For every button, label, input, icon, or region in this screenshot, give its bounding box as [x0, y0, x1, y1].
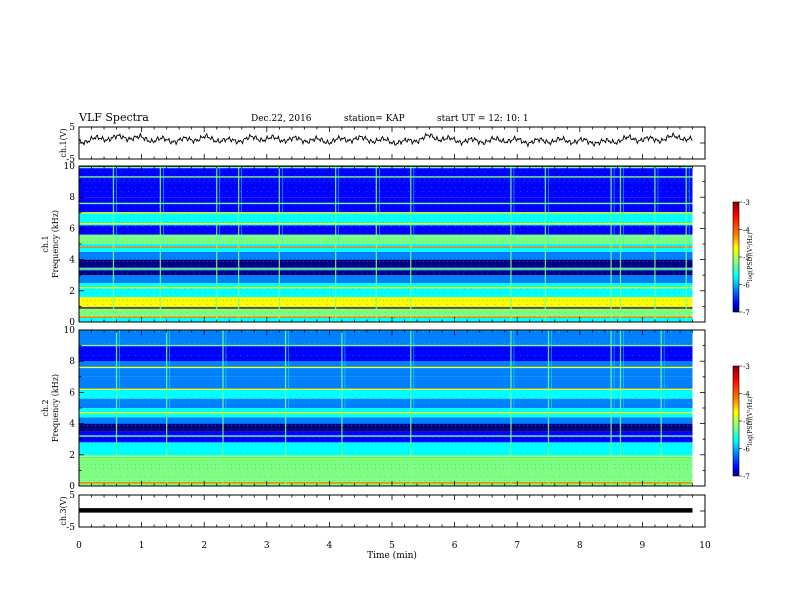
ch3-waveform-ytick-label--5: -5 [66, 523, 75, 533]
ch2-spectrogram-cbar-label--5: -5 [743, 418, 750, 426]
ch2-spectrogram-cbar-label--3: -3 [743, 363, 750, 371]
ch1-spectrogram-ytick-label-4: 4 [69, 256, 75, 266]
xtick-label-5: 5 [389, 541, 395, 551]
xtick-label-2: 2 [201, 541, 207, 551]
ch2-spectrogram-cbar-label--7: -7 [743, 473, 750, 481]
ch3-waveform-panel: 5 -5ch.3(V) 0 1 2 3 4 5 6 7 8 9 10 Time (min) [59, 491, 711, 561]
ch1-spectrogram-cbar-title: log(PSD)(V²/Hz) [747, 233, 754, 282]
ch1-spectrogram-ylabel-channel: ch.1 [41, 235, 50, 252]
xtick-label-6: 6 [452, 541, 458, 551]
ch2-spectrogram-ytick-label-4: 4 [69, 420, 75, 430]
ch1-spectrogram-band-14 [79, 181, 693, 198]
ch1-waveform-trace [78, 131, 693, 148]
xtick-label-9: 9 [640, 541, 646, 551]
ch3-waveform-ylabel: ch.3(V) [59, 496, 68, 525]
ch1-waveform-panel: 5 -5ch.1(V) [59, 123, 706, 165]
ch1-spectrogram-ytick-label-10: 10 [64, 162, 76, 172]
xtick-label-8: 8 [577, 541, 583, 551]
ch1-spectrogram-band-12 [79, 212, 693, 226]
ch1-waveform-ytick-label--5: -5 [66, 155, 75, 165]
ch1-spectrogram-cbar-label--5: -5 [743, 254, 750, 262]
ch1-spectrogram-band-10 [79, 234, 693, 244]
xtick-label-3: 3 [264, 541, 270, 551]
ch1-spectrogram-band-3 [79, 283, 693, 298]
ch2-spectrogram-ytick-label-2: 2 [69, 451, 75, 461]
xtick-label-1: 1 [139, 541, 145, 551]
ch2-spectrogram-band-11 [79, 361, 693, 377]
ch2-spectrogram-band-6 [79, 417, 693, 424]
ch1-spectrogram-band-11 [79, 225, 693, 235]
xtick-label-0: 0 [76, 541, 82, 551]
ch2-spectrogram-ytick-label-0: 0 [69, 482, 75, 492]
ch1-spectrogram-band-9 [79, 244, 693, 252]
ch1-spectrogram-ytick-label-0: 0 [69, 318, 75, 328]
ch1-spectrogram-cbar-label--7: -7 [743, 309, 750, 317]
ch2-spectrogram-cbar-title: log(PSD)(V²/Hz) [747, 397, 754, 446]
start-time-label: start UT = 12: 10: 1 [437, 114, 529, 124]
ch1-spectrogram-band-2 [79, 297, 693, 307]
ch1-waveform-ytick-label-5: 5 [69, 123, 75, 133]
ch1-spectrogram-panel: 0 2 4 6 8 10 ch.1 Frequency (kHz) -3 -4 -5 -6 -7 log(… [41, 162, 754, 328]
ch2-spectrogram-band-3 [79, 442, 693, 458]
ch2-spectrogram-ylabel-freq: Frequency (kHz) [51, 374, 60, 442]
ch1-spectrogram-band-0 [79, 317, 693, 322]
ch2-spectrogram-band-4 [79, 431, 693, 443]
xtick-label-10: 10 [699, 541, 711, 551]
ch1-spectrogram-ytick-label-6: 6 [69, 224, 75, 234]
ch2-spectrogram-ytick-label-8: 8 [69, 357, 75, 367]
ch1-spectrogram-band-8 [79, 251, 693, 260]
ch1-spectrogram-ytick-label-2: 2 [69, 287, 75, 297]
ch2-spectrogram-band-13 [79, 330, 693, 346]
ch1-spectrogram-band-1 [79, 306, 693, 318]
ch3-waveform-ytick-label-5: 5 [69, 491, 75, 501]
ch2-spectrogram-colorbar [732, 365, 740, 477]
ch1-spectrogram-cbar-label--4: -4 [743, 227, 750, 235]
ch2-spectrogram-ytick-label-6: 6 [69, 388, 75, 398]
ch2-spectrogram-panel: 0 2 4 6 8 10 ch.2 Frequency (kHz) -3 -4 -5 -6 -7 log(… [41, 326, 754, 492]
ch1-spectrogram-cbar-label--6: -6 [743, 282, 750, 290]
ch1-spectrogram-cbar-label--3: -3 [743, 199, 750, 207]
ch1-spectrogram-colorbar [732, 201, 740, 313]
ch1-spectrogram-band-7 [79, 259, 693, 268]
ch1-spectrogram-band-5 [79, 270, 693, 276]
ch2-spectrogram-ylabel-channel: ch.2 [41, 399, 50, 416]
figure-title: VLF Spectra [79, 111, 149, 124]
date-label: Dec.22, 2016 [251, 114, 312, 124]
ch1-spectrogram-band-13 [79, 197, 693, 213]
ch1-waveform-ylabel: ch.1(V) [59, 128, 68, 157]
ch2-spectrogram-band-8 [79, 398, 693, 408]
ch2-spectrogram-band-10 [79, 376, 693, 390]
ch2-spectrogram-band-12 [79, 345, 693, 362]
ch2-spectrogram-band-2 [79, 457, 693, 471]
ch2-spectrogram-cbar-label--6: -6 [743, 446, 750, 454]
ch2-spectrogram-band-1 [79, 470, 693, 480]
ch1-spectrogram-ylabel-freq: Frequency (kHz) [51, 210, 60, 278]
ch2-spectrogram-band-5 [79, 423, 693, 432]
ch2-spectrogram-ytick-label-10: 10 [64, 326, 76, 336]
xaxis-label: Time (min) [367, 550, 417, 561]
ch1-spectrogram-band-4 [79, 275, 693, 283]
ch1-spectrogram-ytick-label-8: 8 [69, 193, 75, 203]
station-label: station= KAP [344, 114, 405, 124]
xtick-label-7: 7 [514, 541, 520, 551]
ch2-spectrogram-cbar-label--4: -4 [743, 391, 750, 399]
ch2-spectrogram-band-9 [79, 389, 693, 399]
xtick-label-4: 4 [327, 541, 333, 551]
ch1-spectrogram-band-15 [79, 166, 693, 182]
